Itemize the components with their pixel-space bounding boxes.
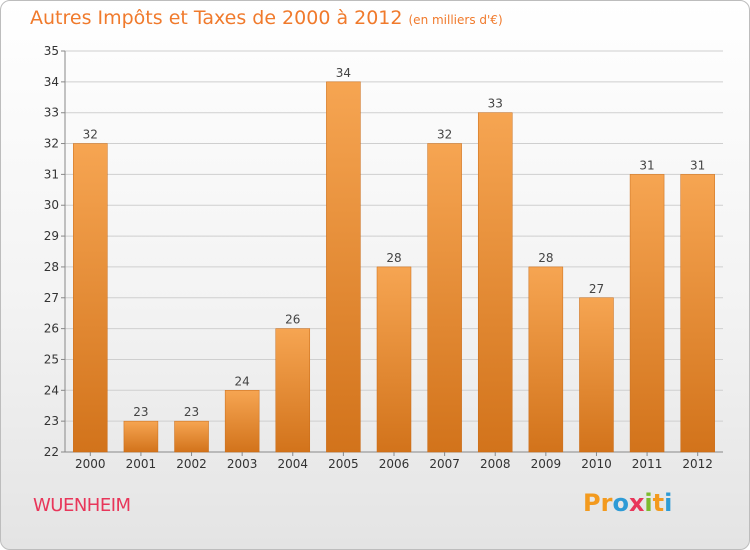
- logo-letter: o: [612, 489, 629, 517]
- chart-subtitle: (en milliers d'€): [408, 13, 503, 27]
- x-tick-label: 2001: [126, 457, 157, 471]
- bar: [427, 143, 462, 453]
- bar: [224, 390, 260, 453]
- chart-title-text: Autres Impôts et Taxes de 2000 à 2012: [30, 7, 403, 29]
- y-tick-label: 25: [44, 352, 59, 366]
- y-tick-label: 35: [44, 44, 59, 58]
- x-tick-label: 2002: [176, 457, 207, 471]
- data-label: 32: [437, 128, 452, 142]
- bar: [275, 328, 311, 453]
- y-tick-label: 31: [44, 167, 59, 181]
- bar: [174, 420, 209, 453]
- bar: [376, 266, 412, 453]
- bar: [629, 174, 665, 453]
- y-tick-label: 28: [44, 260, 59, 274]
- x-tick-label: 2003: [227, 457, 258, 471]
- data-label: 32: [83, 128, 98, 142]
- data-label: 27: [589, 282, 604, 296]
- bar: [326, 81, 361, 453]
- x-tick-label: 2004: [277, 457, 308, 471]
- bar: [123, 420, 159, 453]
- data-label: 34: [336, 66, 351, 80]
- proxiti-logo: Proxiti: [583, 489, 672, 517]
- x-tick-label: 2011: [632, 457, 663, 471]
- x-tick-label: 2000: [75, 457, 106, 471]
- x-tick-label: 2007: [429, 457, 460, 471]
- y-tick-label: 33: [44, 106, 59, 120]
- x-tick-label: 2008: [480, 457, 511, 471]
- x-tick-label: 2010: [581, 457, 612, 471]
- data-label: 28: [538, 251, 553, 265]
- x-tick-label: 2012: [682, 457, 713, 471]
- y-tick-label: 30: [44, 198, 59, 212]
- y-tick-label: 27: [44, 291, 59, 305]
- y-tick-label: 24: [44, 383, 59, 397]
- x-tick-label: 2009: [531, 457, 562, 471]
- x-tick-label: 2005: [328, 457, 359, 471]
- data-label: 28: [386, 251, 401, 265]
- commune-name: WUENHEIM: [33, 495, 131, 516]
- y-tick-label: 34: [44, 75, 59, 89]
- bar: [477, 112, 513, 453]
- data-label: 24: [235, 374, 250, 388]
- data-label: 26: [285, 313, 300, 327]
- y-tick-label: 22: [44, 445, 59, 459]
- y-tick-label: 23: [44, 414, 59, 428]
- y-tick-label: 32: [44, 137, 59, 151]
- logo-letter: r: [600, 489, 613, 517]
- data-label: 33: [488, 97, 503, 111]
- logo-letter: x: [628, 489, 645, 517]
- data-label: 31: [639, 158, 654, 172]
- logo-letter: i: [644, 489, 653, 517]
- chart-title: Autres Impôts et Taxes de 2000 à 2012 (en…: [30, 7, 503, 29]
- y-tick-label: 29: [44, 229, 59, 243]
- logo-letter: t: [652, 489, 665, 517]
- logo-letter: P: [583, 489, 601, 517]
- bar: [73, 143, 108, 453]
- logo-letter: i: [664, 489, 673, 517]
- x-tick-label: 2006: [379, 457, 410, 471]
- y-tick-label: 26: [44, 322, 59, 336]
- bar: [528, 266, 564, 453]
- data-label: 23: [133, 405, 148, 419]
- bar: [579, 297, 614, 453]
- bar: [680, 174, 715, 453]
- data-label: 23: [184, 405, 199, 419]
- data-label: 31: [690, 158, 705, 172]
